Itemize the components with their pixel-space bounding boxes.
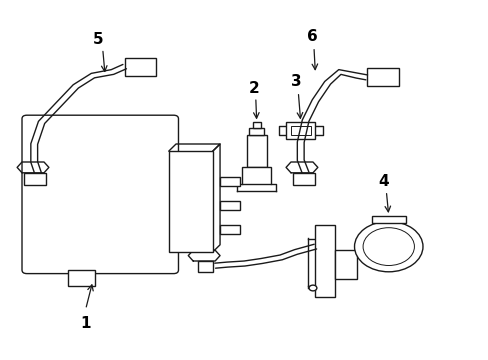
Bar: [290, 126, 310, 135]
Bar: [315, 225, 334, 297]
FancyBboxPatch shape: [22, 115, 178, 274]
Text: 2: 2: [248, 81, 259, 96]
Bar: [252, 122, 260, 128]
Bar: [24, 173, 46, 185]
Bar: [220, 201, 239, 210]
Text: 4: 4: [378, 174, 388, 189]
Circle shape: [354, 221, 422, 272]
Circle shape: [362, 228, 414, 266]
Bar: [124, 58, 156, 76]
Bar: [293, 173, 315, 185]
Text: 6: 6: [306, 28, 317, 44]
Text: 3: 3: [290, 73, 301, 89]
Bar: [198, 261, 212, 272]
Bar: [246, 135, 266, 167]
Bar: [371, 216, 405, 223]
Bar: [366, 68, 398, 86]
Bar: [220, 177, 239, 186]
Text: 1: 1: [80, 316, 91, 332]
Bar: [68, 270, 95, 286]
Bar: [249, 128, 264, 135]
Bar: [334, 250, 356, 279]
Bar: [168, 151, 212, 252]
Bar: [220, 225, 239, 234]
Text: 5: 5: [92, 32, 103, 47]
Circle shape: [308, 285, 316, 291]
Bar: [242, 167, 271, 184]
Bar: [285, 122, 315, 139]
